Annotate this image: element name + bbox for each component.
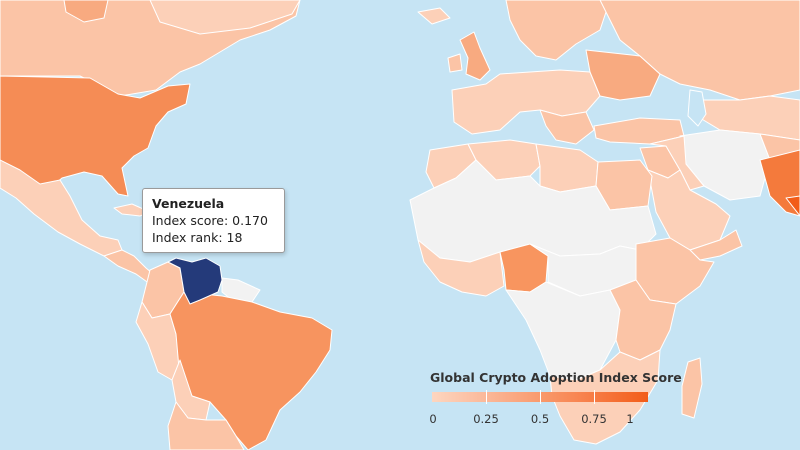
tooltip-index-rank: Index rank18 [152, 229, 276, 246]
region-italy-balkans[interactable] [539, 109, 595, 145]
legend-tick-mark [540, 390, 541, 404]
region-iceland[interactable] [417, 7, 451, 25]
legend-tick-label-2: 0.5 [530, 412, 550, 426]
legend-tick-mark [594, 390, 595, 404]
tooltip-country-name: Venezuela [152, 196, 225, 211]
region-west-africa[interactable] [417, 239, 505, 297]
region-argentina-chile[interactable] [167, 401, 245, 450]
region-madagascar[interactable] [681, 357, 703, 419]
color-legend: Global Crypto Adoption Index Score 0 0.2… [418, 364, 681, 426]
tooltip-index-rank-value: 18 [226, 230, 243, 245]
region-india[interactable] [785, 195, 800, 217]
region-saudi-arabia[interactable] [647, 169, 731, 251]
region-venezuela[interactable] [167, 257, 223, 305]
legend-title: Global Crypto Adoption Index Score [430, 370, 682, 385]
legend-tick-label-0: 0 [429, 412, 437, 426]
region-russia[interactable] [599, 0, 800, 101]
region-mexico[interactable] [0, 159, 123, 257]
country-tooltip: Venezuela Index score0.170 Index rank18 [142, 188, 285, 253]
region-ireland[interactable] [447, 53, 463, 73]
region-caspian-sea [687, 89, 707, 127]
region-greenland-arctic[interactable] [149, 0, 301, 35]
legend-tick-label-4: 1 [626, 412, 634, 426]
legend-tick-label-1: 0.25 [473, 412, 499, 426]
legend-tick-label-3: 0.75 [581, 412, 607, 426]
region-kazakhstan[interactable] [689, 95, 800, 141]
region-alaska-north[interactable] [63, 0, 109, 23]
tooltip-index-rank-label: Index rank [152, 230, 227, 245]
tooltip-index-score: Index score0.170 [152, 212, 276, 229]
legend-tick-mark [486, 390, 487, 404]
region-united-kingdom[interactable] [459, 31, 491, 81]
tooltip-index-score-value: 0.170 [232, 213, 268, 228]
region-iraq-syria[interactable] [649, 135, 705, 191]
tooltip-index-score-label: Index score [152, 213, 232, 228]
